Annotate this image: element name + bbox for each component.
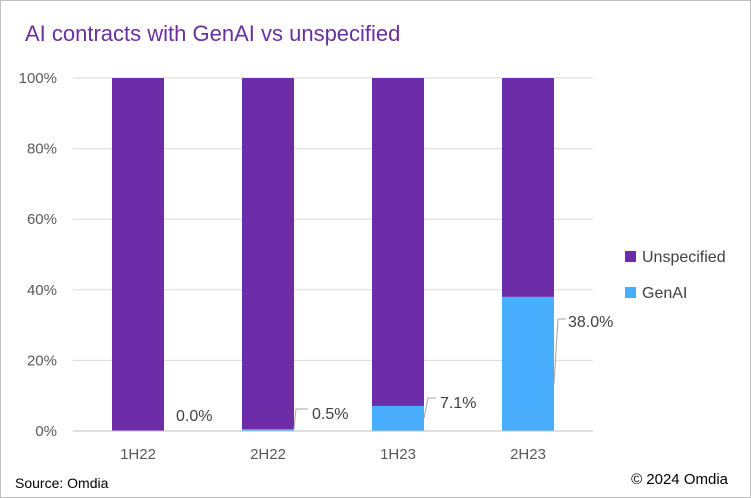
bar-genai-2h23: [502, 296, 554, 431]
source-note: Source: Omdia: [15, 475, 109, 491]
bar-genai-2h22: [242, 429, 294, 431]
x-tick-label: 1H23: [380, 446, 416, 463]
bar-unspecified-2h23: [502, 78, 554, 297]
bars: [112, 78, 554, 431]
data-label-leader: [423, 397, 436, 419]
x-tick-label: 1H22: [120, 446, 156, 463]
bar-unspecified-2h22: [242, 78, 294, 430]
data-label-leader: [293, 408, 308, 430]
data-label-1h22: 0.0%: [176, 408, 212, 425]
axes: 0% 20% 40% 60% 80% 100% 1H22 2H22 1H23 2H23: [19, 70, 593, 463]
data-label-leader: [553, 318, 566, 384]
legend: Unspecified GenAI: [625, 249, 726, 302]
bar-genai-1h23: [372, 405, 424, 431]
chart-title: AI contracts with GenAI vs unspecified: [25, 21, 401, 46]
y-tick-label: 80%: [27, 141, 57, 158]
x-tick-label: 2H23: [510, 446, 546, 463]
y-tick-label: 100%: [19, 70, 57, 87]
copyright-note: © 2024 Omdia: [631, 471, 728, 488]
y-tick-label: 40%: [27, 282, 57, 299]
data-labels: 0.0% 0.5% 7.1% 38.0%: [176, 314, 613, 430]
data-label-2h23: 38.0%: [568, 314, 613, 331]
x-tick-label: 2H22: [250, 446, 286, 463]
data-label-1h23: 7.1%: [440, 395, 476, 412]
legend-swatch-genai: [625, 287, 636, 298]
bar-unspecified-1h23: [372, 78, 424, 406]
y-tick-label: 20%: [27, 352, 57, 369]
legend-label-genai: GenAI: [642, 285, 687, 302]
y-tick-label: 60%: [27, 211, 57, 228]
data-label-2h22: 0.5%: [312, 406, 348, 423]
y-tick-label: 0%: [35, 423, 57, 440]
legend-label-unspecified: Unspecified: [642, 249, 726, 266]
legend-swatch-unspecified: [625, 251, 636, 262]
bar-unspecified-1h22: [112, 78, 164, 431]
